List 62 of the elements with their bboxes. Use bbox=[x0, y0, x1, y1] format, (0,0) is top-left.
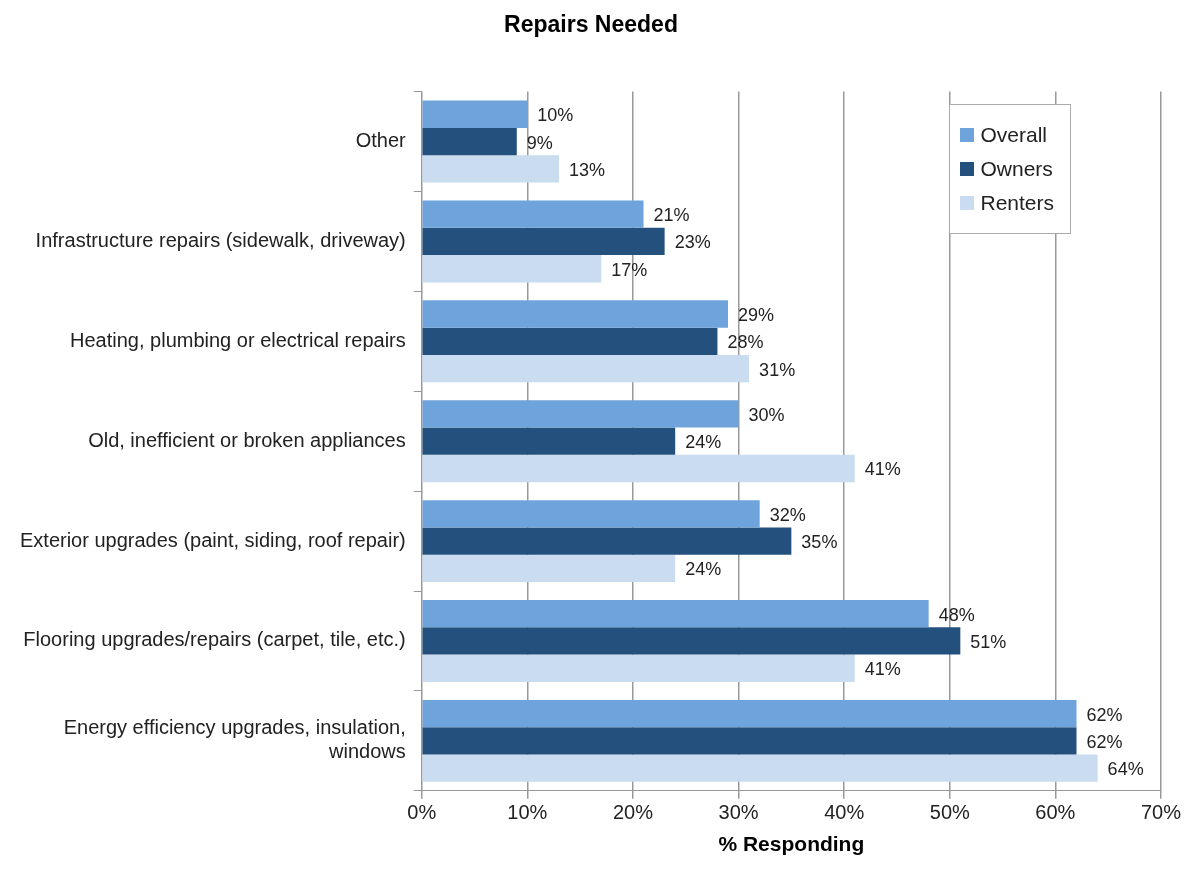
data-label: 13% bbox=[569, 159, 606, 180]
bar bbox=[422, 200, 644, 228]
data-label: 62% bbox=[1086, 704, 1123, 725]
data-label: 10% bbox=[537, 105, 574, 126]
data-label: 24% bbox=[685, 432, 722, 453]
bar bbox=[422, 354, 750, 383]
y-tick-label: Flooring upgrades/repairs (carpet, tile, etc.) bbox=[23, 628, 406, 651]
legend-label: Owners bbox=[980, 156, 1053, 181]
bar bbox=[422, 327, 718, 355]
bar bbox=[422, 727, 1077, 755]
data-label: 41% bbox=[864, 459, 901, 480]
x-tick-label: 10% bbox=[507, 801, 548, 824]
y-tick-label: Infrastructure repairs (sidewalk, driveway) bbox=[35, 228, 406, 251]
bar bbox=[422, 554, 676, 583]
x-tick-label: 50% bbox=[929, 801, 970, 824]
x-tick-label: 40% bbox=[824, 801, 865, 824]
bar bbox=[422, 600, 929, 628]
y-tick-label: Other bbox=[355, 129, 407, 152]
x-tick-label: 0% bbox=[407, 801, 437, 824]
bar bbox=[422, 127, 517, 156]
data-label: 17% bbox=[611, 259, 648, 280]
data-label: 51% bbox=[970, 631, 1007, 652]
y-tick-label: Energy efficiency upgrades, insulation, windows bbox=[63, 716, 406, 763]
bar bbox=[422, 654, 855, 682]
data-label: 21% bbox=[653, 205, 690, 226]
x-tick-label: 70% bbox=[1140, 801, 1182, 824]
bar bbox=[422, 527, 792, 555]
x-tick-label: 30% bbox=[718, 801, 759, 824]
bar bbox=[422, 227, 665, 256]
y-tick-label: Old, inefficient or broken appliances bbox=[88, 428, 406, 451]
bar bbox=[422, 255, 602, 283]
data-label: 64% bbox=[1107, 759, 1144, 780]
legend-label: Renters bbox=[980, 190, 1054, 215]
legend-label: Overall bbox=[980, 122, 1047, 147]
bar bbox=[422, 300, 728, 328]
x-axis-title: % Responding bbox=[718, 832, 865, 856]
bar bbox=[422, 400, 739, 428]
data-label: 35% bbox=[801, 532, 838, 553]
y-tick-label: Exterior upgrades (paint, siding, roof repair) bbox=[19, 528, 406, 551]
bar bbox=[422, 100, 528, 128]
data-label: 29% bbox=[738, 304, 775, 325]
data-label: 23% bbox=[674, 232, 711, 253]
data-label: 41% bbox=[864, 659, 901, 680]
bar bbox=[422, 754, 1098, 782]
data-label: 9% bbox=[526, 132, 553, 153]
data-label: 48% bbox=[938, 604, 975, 625]
bar bbox=[422, 627, 961, 655]
y-tick-label: Heating, plumbing or electrical repairs bbox=[70, 328, 406, 351]
data-label: 30% bbox=[748, 404, 785, 425]
x-tick-label: 60% bbox=[1035, 801, 1076, 824]
chart-title: Repairs Needed bbox=[504, 11, 678, 38]
x-tick-label: 20% bbox=[612, 801, 654, 824]
bar bbox=[422, 427, 676, 455]
bar bbox=[422, 500, 760, 528]
data-label: 31% bbox=[759, 359, 796, 380]
data-label: 28% bbox=[727, 332, 764, 353]
data-label: 62% bbox=[1086, 731, 1123, 752]
bar bbox=[422, 454, 855, 483]
bar bbox=[422, 699, 1077, 728]
bar bbox=[422, 155, 560, 183]
data-label: 24% bbox=[685, 559, 722, 580]
data-label: 32% bbox=[769, 504, 806, 525]
